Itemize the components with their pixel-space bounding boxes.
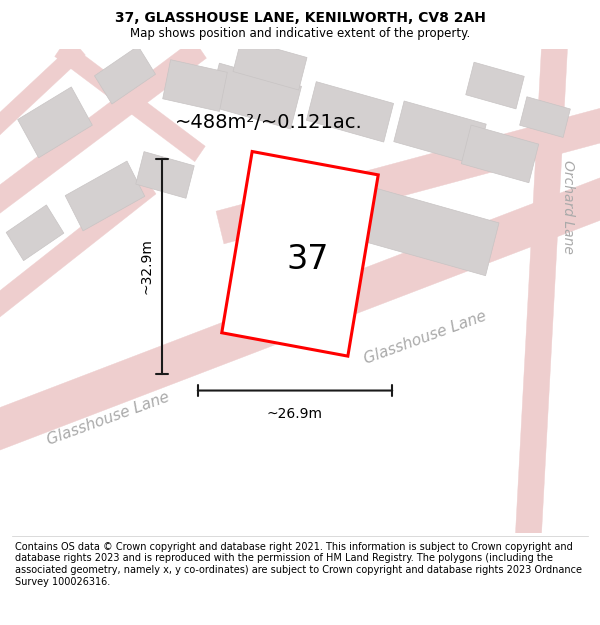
Text: Map shows position and indicative extent of the property.: Map shows position and indicative extent… xyxy=(130,27,470,40)
Polygon shape xyxy=(0,176,600,451)
Text: Glasshouse Lane: Glasshouse Lane xyxy=(45,390,171,448)
Text: 37, GLASSHOUSE LANE, KENILWORTH, CV8 2AH: 37, GLASSHOUSE LANE, KENILWORTH, CV8 2AH xyxy=(115,11,485,25)
Polygon shape xyxy=(163,59,227,111)
Polygon shape xyxy=(6,205,64,261)
Polygon shape xyxy=(17,87,92,158)
Polygon shape xyxy=(0,177,156,320)
Polygon shape xyxy=(233,39,307,90)
Text: ~26.9m: ~26.9m xyxy=(267,408,323,421)
Polygon shape xyxy=(331,179,499,276)
Polygon shape xyxy=(136,152,194,198)
Polygon shape xyxy=(65,161,145,231)
Text: Glasshouse Lane: Glasshouse Lane xyxy=(362,309,488,367)
Polygon shape xyxy=(0,39,206,216)
Polygon shape xyxy=(394,101,486,165)
Polygon shape xyxy=(461,125,539,182)
Polygon shape xyxy=(515,38,568,544)
Text: Contains OS data © Crown copyright and database right 2021. This information is : Contains OS data © Crown copyright and d… xyxy=(15,542,582,586)
Polygon shape xyxy=(307,82,394,142)
Text: 37: 37 xyxy=(287,242,329,276)
Text: ~32.9m: ~32.9m xyxy=(140,239,154,294)
Text: ~488m²/~0.121ac.: ~488m²/~0.121ac. xyxy=(175,113,363,132)
Polygon shape xyxy=(520,97,571,138)
Polygon shape xyxy=(209,63,301,129)
Polygon shape xyxy=(0,42,85,139)
Polygon shape xyxy=(216,107,600,244)
Polygon shape xyxy=(55,41,205,162)
Text: Orchard Lane: Orchard Lane xyxy=(561,159,575,253)
Polygon shape xyxy=(222,151,378,356)
Polygon shape xyxy=(94,46,155,104)
Polygon shape xyxy=(466,62,524,109)
